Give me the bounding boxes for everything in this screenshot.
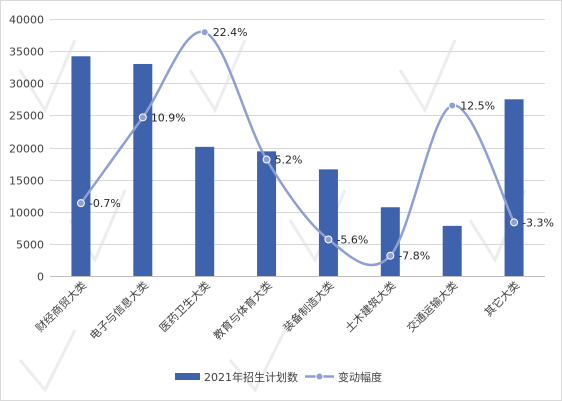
legend-bar-label: 2021年招生计划数 xyxy=(204,370,298,384)
legend-line-marker xyxy=(315,372,324,381)
y-tick-label: 35000 xyxy=(9,46,44,59)
gridlines xyxy=(50,19,545,245)
y-tick-label: 15000 xyxy=(9,175,44,188)
bar-3 xyxy=(195,146,215,276)
data-label-7: 12.5% xyxy=(460,100,495,113)
line-point-7 xyxy=(448,101,457,110)
y-tick-label: 5000 xyxy=(16,239,44,252)
line-point-4 xyxy=(262,155,271,164)
bar-7 xyxy=(442,225,462,276)
y-tick-label: 40000 xyxy=(9,14,44,27)
y-axis: 0 5000 10000 15000 20000 25000 30000 35000 40000 xyxy=(9,14,44,284)
data-label-1: -0.7% xyxy=(89,197,121,210)
bar-8 xyxy=(504,99,524,276)
line-point-2 xyxy=(138,113,147,122)
line-point-8 xyxy=(510,218,519,227)
y-tick-label: 30000 xyxy=(9,78,44,91)
data-label-4: 5.2% xyxy=(275,154,303,167)
y-tick-label: 20000 xyxy=(9,143,44,156)
data-label-6: -7.8% xyxy=(398,250,430,263)
y-tick-label: 25000 xyxy=(9,110,44,123)
bar-4 xyxy=(257,151,277,276)
bar-5 xyxy=(318,169,338,276)
legend: 2021年招生计划数 变动幅度 xyxy=(175,370,382,384)
legend-line-label: 变动幅度 xyxy=(338,370,382,384)
data-label-5: -5.6% xyxy=(336,233,368,246)
y-tick-label: 10000 xyxy=(9,207,44,220)
y-tick-label: 0 xyxy=(37,271,44,284)
bar-2 xyxy=(133,63,153,276)
data-label-8: -3.3% xyxy=(522,216,554,229)
line-point-3 xyxy=(200,28,209,37)
data-label-2: 10.9% xyxy=(151,111,186,124)
line-point-1 xyxy=(76,199,85,208)
line-series: -0.7% 10.9% 22.4% 5.2% -5.6% -7.8% 12.5% -3.3% xyxy=(76,26,554,267)
bar-series xyxy=(71,56,524,276)
legend-bar-swatch xyxy=(175,373,200,380)
bar-6 xyxy=(380,207,400,276)
line-point-5 xyxy=(324,235,333,244)
data-label-3: 22.4% xyxy=(213,26,248,39)
bar-1 xyxy=(71,56,91,276)
line-point-6 xyxy=(386,251,395,260)
